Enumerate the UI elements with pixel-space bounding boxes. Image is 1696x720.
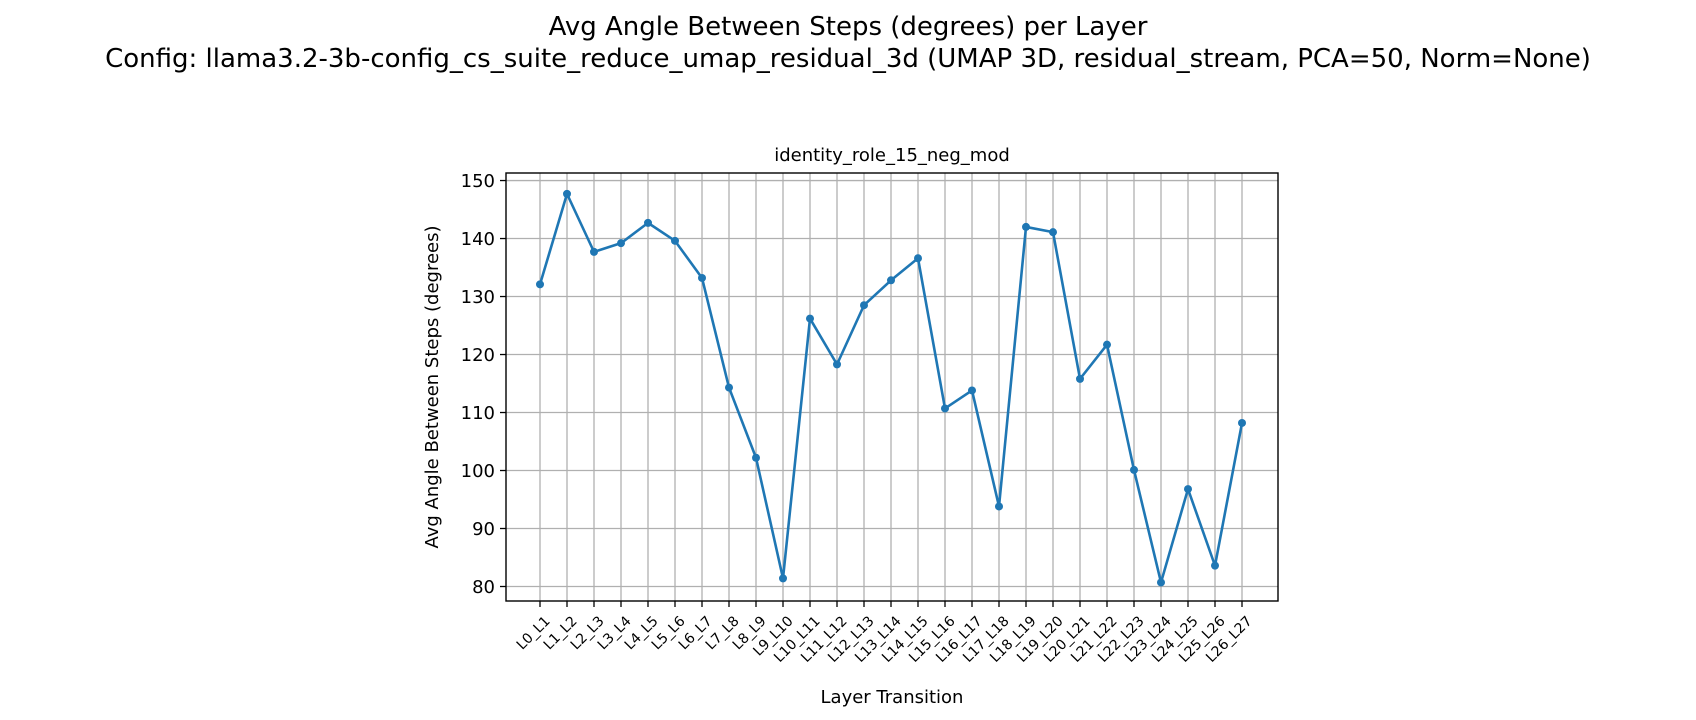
data-point <box>968 386 976 395</box>
data-point <box>833 360 841 369</box>
series-angle <box>536 189 1246 587</box>
figure-title-line-2: Config: llama3.2-3b-config_cs_suite_redu… <box>105 44 1591 74</box>
y-axis-ticks: 80 90 100 110 120 130 140 150 <box>461 171 506 598</box>
chart-title: identity_role_15_neg_mod <box>774 145 1010 166</box>
y-tick-label: 130 <box>461 287 495 308</box>
y-tick-label: 100 <box>461 461 495 482</box>
data-point <box>1049 228 1057 237</box>
y-tick-label: 110 <box>461 403 495 424</box>
y-axis-label: Avg Angle Between Steps (degrees) <box>422 225 443 548</box>
plot-frame <box>505 172 1279 602</box>
data-point <box>887 276 895 285</box>
data-point <box>941 404 949 413</box>
data-point <box>563 189 571 198</box>
data-point <box>590 247 598 256</box>
y-tick-label: 90 <box>472 519 495 540</box>
data-point <box>671 236 679 245</box>
data-point <box>644 218 652 227</box>
data-point <box>995 502 1003 511</box>
y-tick-label: 150 <box>461 171 495 192</box>
data-point <box>860 301 868 310</box>
data-point <box>536 280 544 289</box>
x-axis-label: Layer Transition <box>821 687 964 708</box>
y-tick-label: 120 <box>461 345 495 366</box>
y-tick-label: 140 <box>461 229 495 250</box>
data-point <box>752 453 760 462</box>
data-point <box>617 239 625 248</box>
data-point <box>1076 374 1084 383</box>
data-point <box>806 314 814 323</box>
y-tick-label: 80 <box>472 577 495 598</box>
data-point <box>1103 340 1111 349</box>
data-point <box>1184 485 1192 494</box>
data-point <box>1130 465 1138 474</box>
data-point <box>1211 561 1219 570</box>
data-point <box>698 273 706 282</box>
data-point <box>1238 418 1246 427</box>
data-point <box>725 383 733 392</box>
figure-title-line-1: Avg Angle Between Steps (degrees) per La… <box>548 12 1148 42</box>
x-axis-ticks: L0_L1L1_L2L2_L3L3_L4L4_L5L5_L6L6_L7L7_L8… <box>514 601 1256 666</box>
data-point <box>1022 222 1030 231</box>
data-point <box>779 574 787 583</box>
data-point <box>1157 578 1165 587</box>
grid-lines <box>506 173 1278 601</box>
data-point <box>914 254 922 263</box>
